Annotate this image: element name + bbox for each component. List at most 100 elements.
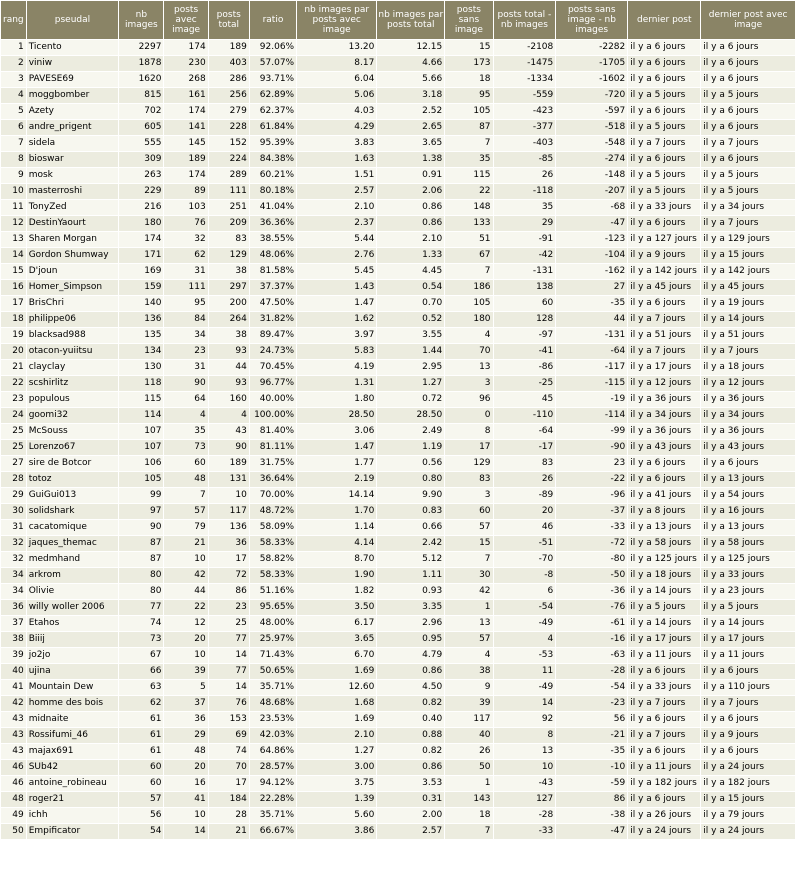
table-row: 2 viniw 1878 230 403 57.07% 8.17 4.66 173 -1475 -1… [1,56,795,71]
cell-rank: 25 [1,424,26,439]
cell-posts-total-minus-images: -49 [493,616,556,631]
cell-images-per-post-with-image: 3.65 [297,632,377,647]
cell-rank: 20 [1,344,26,359]
table-row: 32 jaques_themac 87 21 36 58.33% 4.14 2.42 15 -51… [1,536,795,551]
cell-rank: 40 [1,664,26,679]
cell-images-per-post-total: 0.82 [377,696,445,711]
column-header-posts-total: posts total [208,1,249,39]
cell-ratio: 70.45% [249,360,297,375]
cell-last-post: il y a 6 jours [628,456,701,471]
cell-pseudo: Olivie [26,584,119,599]
cell-nb-images: 171 [119,248,164,263]
cell-posts-without-image: 96 [445,392,493,407]
cell-last-post-with-image: il y a 51 jours [701,328,795,343]
cell-posts-total-minus-images: 128 [493,312,556,327]
cell-images-per-post-total: 0.82 [377,744,445,759]
cell-posts-without-image: 7 [445,264,493,279]
cell-last-post: il y a 24 jours [628,824,701,839]
cell-last-post-with-image: il y a 15 jours [701,248,795,263]
cell-posts-with-image: 12 [164,616,208,631]
cell-images-per-post-with-image: 1.51 [297,168,377,183]
cell-ratio: 81.40% [249,424,297,439]
cell-posts-without-image-minus-images: -35 [556,296,628,311]
cell-images-per-post-with-image: 5.06 [297,88,377,103]
cell-images-per-post-with-image: 13.20 [297,40,377,55]
cell-last-post: il y a 182 jours [628,776,701,791]
cell-pseudo: cacatomique [26,520,119,535]
cell-last-post-with-image: il y a 11 jours [701,648,795,663]
cell-posts-with-image: 42 [164,568,208,583]
cell-posts-total: 200 [208,296,249,311]
table-row: 17 BrisChri 140 95 200 47.50% 1.47 0.70 105 60 -35… [1,296,795,311]
cell-images-per-post-with-image: 1.14 [297,520,377,535]
cell-posts-total: 74 [208,744,249,759]
cell-posts-with-image: 145 [164,136,208,151]
cell-last-post: il y a 142 jours [628,264,701,279]
cell-posts-with-image: 48 [164,472,208,487]
cell-nb-images: 229 [119,184,164,199]
cell-rank: 43 [1,728,26,743]
cell-ratio: 40.00% [249,392,297,407]
cell-posts-total: 289 [208,168,249,183]
cell-images-per-post-total: 0.72 [377,392,445,407]
cell-pseudo: midnaite [26,712,119,727]
cell-posts-without-image-minus-images: -117 [556,360,628,375]
cell-pseudo: Lorenzo67 [26,440,119,455]
cell-ratio: 92.06% [249,40,297,55]
cell-images-per-post-total: 0.86 [377,760,445,775]
cell-last-post-with-image: il y a 54 jours [701,488,795,503]
cell-posts-without-image: 180 [445,312,493,327]
cell-posts-without-image-minus-images: 27 [556,280,628,295]
cell-last-post-with-image: il y a 182 jours [701,776,795,791]
cell-posts-total: 38 [208,328,249,343]
cell-posts-with-image: 44 [164,584,208,599]
cell-ratio: 80.18% [249,184,297,199]
cell-posts-total-minus-images: 46 [493,520,556,535]
cell-rank: 39 [1,648,26,663]
cell-posts-without-image: 105 [445,296,493,311]
cell-images-per-post-with-image: 1.62 [297,312,377,327]
cell-posts-total-minus-images: 10 [493,760,556,775]
cell-nb-images: 2297 [119,40,164,55]
cell-images-per-post-with-image: 2.10 [297,200,377,215]
column-header-pseudo: pseudal [26,1,119,39]
cell-ratio: 70.00% [249,488,297,503]
cell-posts-with-image: 10 [164,552,208,567]
cell-nb-images: 107 [119,440,164,455]
cell-posts-with-image: 23 [164,344,208,359]
cell-posts-total: 86 [208,584,249,599]
cell-pseudo: masterroshi [26,184,119,199]
cell-last-post: il y a 6 jours [628,72,701,87]
table-row: 24 goomi32 114 4 4 100.00% 28.50 28.50 0 -110 -114… [1,408,795,423]
cell-posts-total: 4 [208,408,249,423]
cell-pseudo: Ticento [26,40,119,55]
table-body: 1 Ticento 2297 174 189 92.06% 13.20 12.15 15 -210… [1,40,795,839]
cell-posts-without-image: 39 [445,696,493,711]
cell-posts-without-image-minus-images: -104 [556,248,628,263]
cell-rank: 28 [1,472,26,487]
cell-pseudo: Rossifumi_46 [26,728,119,743]
cell-nb-images: 105 [119,472,164,487]
cell-posts-without-image-minus-images: 23 [556,456,628,471]
cell-posts-total: 72 [208,568,249,583]
cell-last-post-with-image: il y a 13 jours [701,472,795,487]
table-row: 43 Rossifumi_46 61 29 69 42.03% 2.10 0.88 40 8 -21… [1,728,795,743]
cell-posts-total-minus-images: -51 [493,536,556,551]
cell-nb-images: 169 [119,264,164,279]
cell-posts-total: 152 [208,136,249,151]
cell-posts-total-minus-images: -131 [493,264,556,279]
cell-rank: 22 [1,376,26,391]
cell-nb-images: 60 [119,760,164,775]
cell-nb-images: 605 [119,120,164,135]
cell-posts-total: 23 [208,600,249,615]
column-header-last-post: dernier post [628,1,701,39]
cell-posts-total-minus-images: 29 [493,216,556,231]
cell-posts-with-image: 20 [164,632,208,647]
column-header-images-per-post-total: nb images par posts total [377,1,445,39]
cell-ratio: 47.50% [249,296,297,311]
cell-last-post: il y a 45 jours [628,280,701,295]
cell-last-post-with-image: il y a 79 jours [701,808,795,823]
cell-last-post: il y a 7 jours [628,344,701,359]
cell-posts-without-image-minus-images: -23 [556,696,628,711]
cell-posts-total-minus-images: -41 [493,344,556,359]
